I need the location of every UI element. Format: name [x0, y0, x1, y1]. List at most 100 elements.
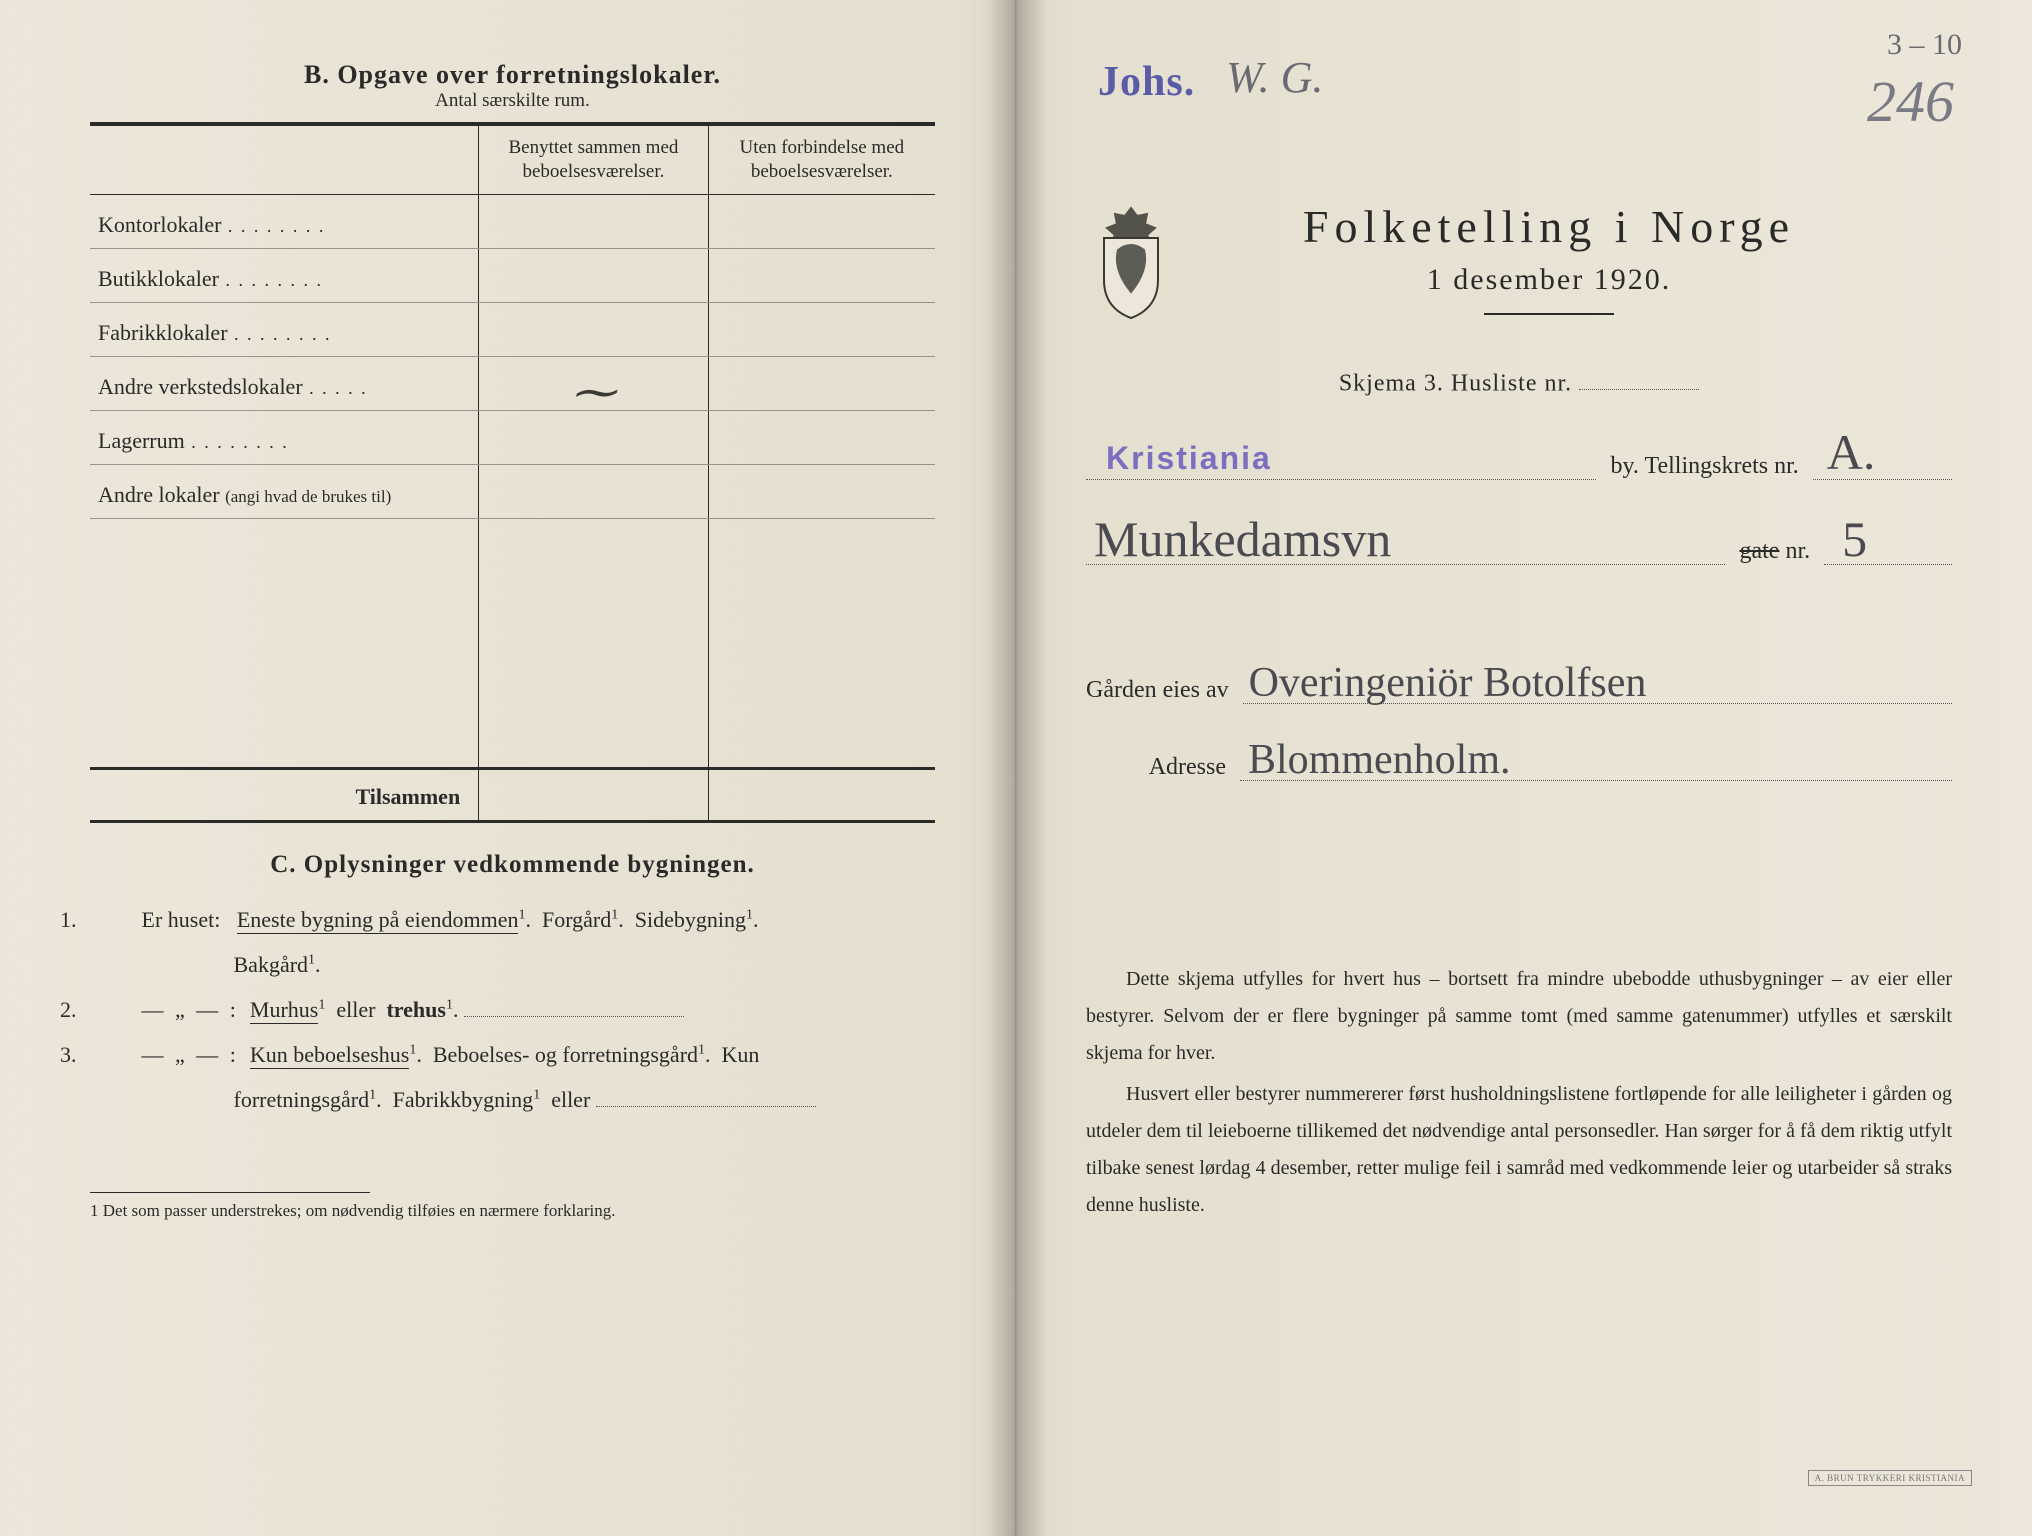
main-title: Folketelling i Norge — [1206, 200, 1892, 253]
cell — [90, 518, 479, 768]
col-blank — [90, 126, 479, 194]
cell — [479, 768, 708, 821]
sup: 1 — [318, 997, 325, 1012]
gate-nr: nr. — [1779, 538, 1810, 564]
fill-line — [596, 1085, 816, 1107]
fill-city: Kristiania — [1086, 451, 1596, 480]
sup: 1 — [308, 952, 315, 967]
c-num: 3. — [100, 1032, 136, 1077]
c-text: Beboelses- og forretningsgård — [433, 1042, 698, 1067]
cell — [708, 248, 935, 302]
table-row: Fabrikklokaler — [90, 302, 935, 356]
c-text: Forgård — [542, 907, 611, 932]
c-text: Fabrikkbygning — [393, 1087, 534, 1112]
row-label: Lagerrum — [98, 428, 185, 453]
cell — [479, 302, 708, 356]
c-dash: — „ — : — [142, 1042, 239, 1067]
fill-line — [464, 995, 684, 1017]
cell — [479, 518, 708, 768]
sup: 1 — [533, 1088, 540, 1103]
section-b-table: Benyttet sammen med beboelsesværelser. U… — [90, 126, 935, 823]
sup: 1 — [611, 907, 618, 922]
table-row: Andre verkstedslokaler ⁓ — [90, 356, 935, 410]
c-underlined: Eneste bygning på eiendommen — [237, 907, 519, 934]
c-text: Er huset: — [142, 907, 221, 932]
c-num: 2. — [100, 987, 136, 1032]
cell — [708, 194, 935, 248]
fill-owner: Overingeniör Botolfsen — [1243, 675, 1952, 704]
handwritten-page-number: 246 — [1867, 68, 1954, 135]
leader-dots — [219, 266, 323, 291]
footnote-text: 1 Det som passer understrekes; om nødven… — [90, 1201, 935, 1221]
handwritten-top-right: 3 – 10 — [1887, 28, 1962, 62]
instructions-block: Dette skjema utfylles for hvert hus – bo… — [1086, 961, 1952, 1224]
cell — [708, 356, 935, 410]
section-c-title: C. Oplysninger vedkommende bygningen. — [90, 851, 935, 879]
col-header-1: Benyttet sammen med beboelsesværelser. — [479, 126, 708, 194]
row-label: Kontorlokaler — [98, 212, 221, 237]
row-label: Fabrikklokaler — [98, 320, 228, 345]
fill-gate-nr: 5 — [1824, 536, 1952, 565]
table-row-sum: Tilsammen — [90, 768, 935, 821]
fill-street: Munkedamsvn — [1086, 536, 1725, 565]
cell — [708, 768, 935, 821]
stamp-johs: Johs. — [1098, 58, 1195, 106]
fill-address: Blommenholm. — [1240, 752, 1952, 781]
sum-label: Tilsammen — [90, 768, 479, 821]
address-label: Adresse — [1086, 754, 1226, 781]
leader-dots — [185, 428, 289, 453]
row-label: Andre lokaler — [98, 482, 220, 507]
title-block: Folketelling i Norge 1 desember 1920. — [1086, 200, 1952, 320]
c-line-1: 1. Er huset: Eneste bygning på eiendomme… — [130, 897, 935, 987]
cell — [708, 518, 935, 768]
norway-crest-icon — [1086, 200, 1176, 320]
leader-dots — [228, 320, 332, 345]
sup: 1 — [698, 1042, 705, 1057]
section-c: C. Oplysninger vedkommende bygningen. 1.… — [90, 851, 935, 1122]
skjema-line: Skjema 3. Husliste nr. — [1086, 364, 1952, 397]
section-b-header: B. Opgave over forretningslokaler. Antal… — [90, 60, 935, 118]
handwritten-address: Blommenholm. — [1248, 736, 1511, 784]
instructions-p2: Husvert eller bestyrer nummererer først … — [1086, 1076, 1952, 1224]
c-text: Sidebygning — [635, 907, 746, 932]
sup: 1 — [518, 907, 525, 922]
sup: 1 — [409, 1042, 416, 1057]
sup: 1 — [446, 997, 453, 1012]
footnote-rule — [90, 1192, 370, 1193]
c-line-3: 3. — „ — : Kun beboelseshus1. Beboelses-… — [130, 1032, 935, 1122]
c-text-bold: trehus — [386, 997, 446, 1022]
handwritten-street: Munkedamsvn — [1094, 510, 1391, 568]
skjema-label: Skjema 3. Husliste nr. — [1339, 370, 1572, 396]
handwritten-gate-nr: 5 — [1842, 510, 1867, 568]
cell — [479, 464, 708, 518]
left-page: B. Opgave over forretningslokaler. Antal… — [0, 0, 1016, 1536]
gate-label: gate nr. — [1739, 538, 1810, 565]
cell — [479, 194, 708, 248]
sup: 1 — [746, 907, 753, 922]
fill-husliste-nr — [1579, 364, 1699, 390]
table-row: Kontorlokaler — [90, 194, 935, 248]
section-b-title: B. Opgave over forretningslokaler. — [90, 60, 935, 90]
cell — [479, 248, 708, 302]
main-date: 1 desember 1920. — [1206, 263, 1892, 297]
handwritten-owner: Overingeniör Botolfsen — [1249, 659, 1647, 707]
gate-strike: gate — [1739, 538, 1779, 564]
cell — [708, 464, 935, 518]
city-line: Kristiania by. Tellingskrets nr. A. — [1086, 451, 1952, 480]
title-text-block: Folketelling i Norge 1 desember 1920. — [1206, 200, 1952, 315]
handwritten-initials: W. G. — [1226, 52, 1323, 103]
leader-dots — [221, 212, 325, 237]
c-line-2: 2. — „ — : Murhus1 eller trehus1. — [130, 987, 935, 1032]
c-underlined: Kun beboelseshus — [250, 1042, 409, 1069]
c-num: 1. — [100, 897, 136, 942]
instructions-p1: Dette skjema utfylles for hvert hus – bo… — [1086, 961, 1952, 1072]
owner-label: Gården eies av — [1086, 677, 1229, 704]
cell — [479, 410, 708, 464]
table-row-blank — [90, 518, 935, 768]
c-text: Bakgård — [234, 952, 309, 977]
cell — [708, 410, 935, 464]
row-label: Andre verkstedslokaler — [98, 374, 303, 399]
cell — [708, 302, 935, 356]
book-spread: B. Opgave over forretningslokaler. Antal… — [0, 0, 2032, 1536]
street-line: Munkedamsvn gate nr. 5 — [1086, 536, 1952, 565]
